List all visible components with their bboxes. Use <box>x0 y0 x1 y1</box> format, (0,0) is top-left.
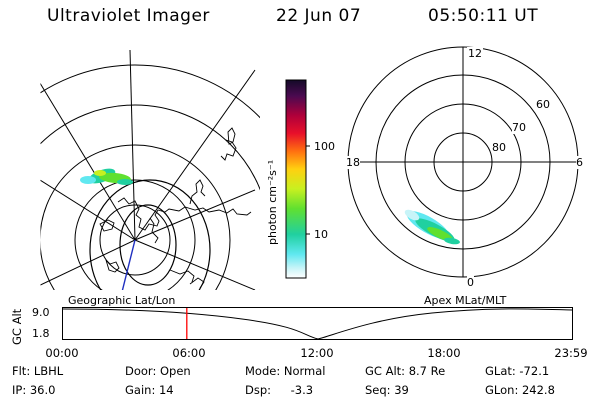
instrument-title: Ultraviolet Imager <box>47 6 210 26</box>
mlt-label-6: 6 <box>576 156 583 169</box>
left-panel-label: Geographic Lat/Lon <box>68 294 176 307</box>
mode-value: Normal <box>283 364 326 378</box>
seq-label: Seq: <box>365 383 391 397</box>
mlat-oval <box>89 179 211 290</box>
mlat-label-60: 60 <box>536 98 550 111</box>
time-tick: 00:00 <box>45 346 79 360</box>
glon-value: 242.8 <box>521 383 555 397</box>
coastline <box>189 277 205 289</box>
filter-value: LBHL <box>33 364 64 378</box>
gc-alt-label: GC Alt: <box>365 364 406 378</box>
mlt-label-12: 12 <box>467 47 483 60</box>
coastline <box>169 269 195 283</box>
glat-info: GLat: -72.1 <box>485 364 549 378</box>
longitude-line <box>40 239 136 286</box>
latitude-circle <box>40 104 260 290</box>
colorbar <box>285 79 310 279</box>
mlat-label-70: 70 <box>512 121 526 134</box>
altitude-timeline <box>62 307 573 340</box>
mode-info: Mode: Normal <box>245 364 325 378</box>
time-tick: 12:00 <box>300 346 334 360</box>
gain-label: Gain: <box>125 383 156 397</box>
longitude-line <box>40 179 136 241</box>
time-tick: 06:00 <box>172 346 206 360</box>
mode-label: Mode: <box>245 364 281 378</box>
gc-alt-info: GC Alt: 8.7 Re <box>365 364 445 378</box>
coastline <box>117 197 252 231</box>
timeline-axis-title: GC Alt <box>10 308 24 345</box>
glon-label: GLon: <box>485 383 519 397</box>
glat-label: GLat: <box>485 364 516 378</box>
coastline <box>227 127 236 145</box>
timeline-frame <box>62 307 573 340</box>
seq-value: 39 <box>394 383 409 397</box>
geographic-map <box>40 40 260 290</box>
glon-info: GLon: 242.8 <box>485 383 555 397</box>
mlt-label-18: 18 <box>346 156 360 169</box>
dsp-value: -3.3 <box>290 383 314 397</box>
right-panel-label: Apex MLat/MLT <box>424 294 507 307</box>
seq-info: Seq: 39 <box>365 383 409 397</box>
coastline <box>189 179 206 205</box>
latitude-circle <box>99 204 171 276</box>
observation-date: 22 Jun 07 <box>276 6 362 26</box>
colorbar-tick-10: 10 <box>314 228 328 241</box>
gain-info: Gain: 14 <box>125 383 174 397</box>
aurora-emission-polar <box>404 209 460 245</box>
gain-value: 14 <box>158 383 174 397</box>
observation-time: 05:50:11 UT <box>428 6 539 26</box>
ip-label: IP: <box>12 383 27 397</box>
mlt-label-0: 0 <box>467 276 474 289</box>
latitude-circle <box>40 144 231 290</box>
longitude-line <box>40 82 136 241</box>
ip-info: IP: 36.0 <box>12 383 55 397</box>
longitude-line <box>134 189 256 241</box>
door-info: Door: Open <box>125 364 191 378</box>
latitude-circle <box>74 179 196 290</box>
mlat-label-80: 80 <box>492 141 506 154</box>
longitude-line <box>134 239 256 290</box>
longitude-line <box>129 49 136 241</box>
polar-mlt-plot <box>347 46 579 278</box>
alt-tick-low: 1.8 <box>32 327 50 340</box>
filter-info: Flt: LBHL <box>12 364 63 378</box>
coastline <box>105 259 120 273</box>
filter-label: Flt: <box>12 364 31 378</box>
door-label: Door: <box>125 364 157 378</box>
colorbar-unit-label: photon cm⁻²s⁻¹ <box>266 159 279 245</box>
door-value: Open <box>159 364 191 378</box>
gc-alt-value: 8.7 Re <box>408 364 446 378</box>
time-tick: 23:59 <box>554 346 588 360</box>
coastline <box>99 219 115 232</box>
satellite-track <box>121 239 136 290</box>
latitude-circle <box>40 64 260 119</box>
alt-tick-high: 9.0 <box>32 306 50 319</box>
altitude-curve <box>62 308 573 340</box>
longitude-line <box>134 69 256 241</box>
time-tick: 18:00 <box>427 346 461 360</box>
mlat-oval <box>119 204 177 286</box>
dsp-label: Dsp: <box>245 383 272 397</box>
aurora-emission-geo <box>80 168 133 185</box>
glat-value: -72.1 <box>519 364 550 378</box>
colorbar-tick-100: 100 <box>314 140 335 153</box>
coastline <box>149 217 159 244</box>
coastline <box>220 139 237 161</box>
dsp-info: Dsp: -3.3 <box>245 383 313 397</box>
ip-value: 36.0 <box>29 383 56 397</box>
